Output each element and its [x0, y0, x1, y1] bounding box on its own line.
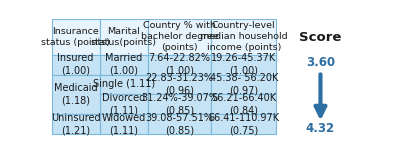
Bar	[52, 19, 100, 55]
Bar	[211, 19, 276, 55]
Text: 22.83-31.23%
(0.96): 22.83-31.23% (0.96)	[146, 73, 214, 96]
Text: Uninsured
(1.21): Uninsured (1.21)	[51, 113, 100, 135]
Text: Married
(1.00): Married (1.00)	[105, 54, 142, 76]
Bar	[52, 114, 100, 134]
Bar	[148, 75, 211, 94]
Text: 39.08-57.51%
(0.85): 39.08-57.51% (0.85)	[146, 113, 214, 135]
Bar	[100, 75, 148, 94]
Text: Divorced
(1.11): Divorced (1.11)	[102, 93, 145, 115]
Text: Score: Score	[299, 31, 342, 44]
Text: Marital
status(points): Marital status(points)	[91, 27, 157, 47]
Bar	[52, 55, 100, 75]
Text: Insured
(1.00): Insured (1.00)	[57, 54, 94, 76]
Bar	[148, 55, 211, 75]
Text: Single (1.11): Single (1.11)	[92, 80, 155, 90]
Bar	[148, 19, 211, 55]
Text: Insurance
status (points): Insurance status (points)	[41, 27, 110, 47]
Bar	[52, 75, 100, 114]
Text: 4.32: 4.32	[306, 122, 335, 135]
Text: Country-level
median household
income (points): Country-level median household income (p…	[200, 21, 288, 52]
Bar	[211, 94, 276, 114]
Text: 45.38- 56.20K
(0.97): 45.38- 56.20K (0.97)	[210, 73, 278, 96]
Bar	[100, 94, 148, 114]
Text: 3.60: 3.60	[306, 56, 335, 69]
Bar	[100, 114, 148, 134]
Text: Widowed
(1.11): Widowed (1.11)	[102, 113, 146, 135]
Bar	[211, 55, 276, 75]
Bar	[148, 94, 211, 114]
Bar	[148, 114, 211, 134]
Bar	[100, 19, 148, 55]
Bar	[211, 75, 276, 94]
Text: 56.21-66.40K
(0.84): 56.21-66.40K (0.84)	[211, 93, 276, 115]
Bar	[211, 114, 276, 134]
Text: 19.26-45.37K
(1.00): 19.26-45.37K (1.00)	[211, 54, 276, 76]
Bar	[100, 55, 148, 75]
Text: Medicaid
(1.18): Medicaid (1.18)	[54, 83, 97, 106]
Text: 7.64-22.82%
(1.00): 7.64-22.82% (1.00)	[148, 54, 210, 76]
Text: 66.41-110.97K
(0.75): 66.41-110.97K (0.75)	[208, 113, 279, 135]
Text: 31.24%-39.07%
(0.85): 31.24%-39.07% (0.85)	[141, 93, 218, 115]
Text: Country % with
bachelor degree
(points): Country % with bachelor degree (points)	[140, 21, 218, 52]
